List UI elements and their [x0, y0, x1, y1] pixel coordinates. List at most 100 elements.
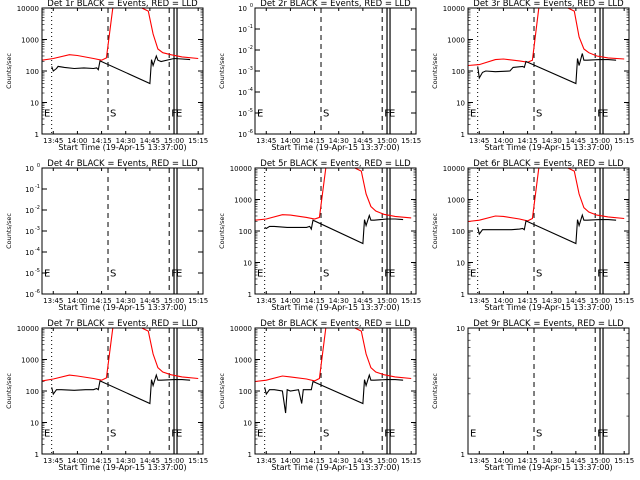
y-tick-exponent: -6	[35, 289, 40, 295]
lld-series-line	[255, 168, 412, 221]
y-axis-label: Counts/sec	[431, 53, 439, 89]
x-tick-label: 14:30	[542, 457, 562, 465]
y-tick-exponent: -3	[248, 66, 253, 72]
y-tick-exponent: -1	[35, 184, 40, 190]
x-tick-label: 15:00	[164, 297, 184, 305]
x-tick-label: 15:00	[377, 457, 397, 465]
y-tick-label: 100	[26, 68, 39, 76]
x-tick-label: 14:00	[67, 137, 87, 145]
x-tick-label: 14:00	[280, 457, 300, 465]
x-tick-label: 14:30	[116, 457, 136, 465]
y-tick-label: 10	[456, 100, 465, 108]
y-tick-label: 10	[238, 68, 247, 76]
x-tick-label: 13:45	[43, 457, 63, 465]
y-axis-label: Counts/sec	[431, 213, 439, 249]
event-marker-label: E	[389, 108, 395, 119]
plot-frame	[254, 327, 417, 455]
x-axis-label: Start Time (19-Apr-15 13:37:00)	[484, 463, 612, 472]
x-tick-label: 13:45	[469, 137, 489, 145]
y-axis-label: Counts/sec	[218, 53, 226, 89]
y-tick-label: 10	[25, 270, 34, 278]
events-series-line	[264, 213, 404, 245]
event-marker-label: S	[536, 428, 542, 439]
x-tick-label: 15:15	[188, 457, 208, 465]
x-tick-label: 14:45	[353, 297, 373, 305]
lld-series-line	[255, 328, 412, 383]
x-tick-label: 14:15	[304, 457, 324, 465]
event-marker-label: S	[323, 108, 329, 119]
event-marker-label: S	[323, 428, 329, 439]
x-tick-label: 14:45	[353, 137, 373, 145]
event-marker-label: E	[470, 108, 476, 119]
x-tick-label: 14:45	[566, 457, 586, 465]
y-tick-exponent: -5	[35, 268, 40, 274]
x-tick-label: 14:30	[329, 137, 349, 145]
x-tick-label: 14:00	[493, 457, 513, 465]
y-tick-exponent: -5	[248, 108, 253, 114]
y-axis-label: Counts/sec	[5, 373, 13, 409]
y-tick-exponent: -4	[35, 247, 40, 253]
x-tick-label: 13:45	[43, 297, 63, 305]
x-tick-label: 15:15	[401, 137, 421, 145]
y-tick-label: 100	[26, 388, 39, 396]
x-tick-label: 14:45	[566, 137, 586, 145]
chart-title: Det 1r BLACK = Events, RED = LLD	[47, 0, 198, 9]
plot-frame	[467, 167, 630, 295]
x-tick-label: 14:15	[517, 137, 537, 145]
x-tick-label: 15:00	[164, 137, 184, 145]
y-tick-exponent: -6	[248, 129, 253, 135]
chart-title: Det 5r BLACK = Events, RED = LLD	[260, 159, 411, 169]
x-tick-label: 14:30	[329, 457, 349, 465]
y-tick-exponent: 0	[250, 3, 253, 9]
lld-series-line	[468, 8, 625, 67]
x-axis-label: Start Time (19-Apr-15 13:37:00)	[271, 463, 399, 472]
y-tick-label: 10000	[17, 325, 39, 333]
x-tick-label: 13:45	[469, 457, 489, 465]
chart-title: Det 3r BLACK = Events, RED = LLD	[473, 0, 624, 9]
y-tick-exponent: -2	[35, 205, 40, 211]
x-tick-label: 15:15	[614, 297, 634, 305]
event-marker-label: S	[110, 108, 116, 119]
y-tick-label: 10	[238, 5, 247, 13]
y-tick-label: 10	[238, 89, 247, 97]
chart-panel: Det 8r BLACK = Events, RED = LLD Counts/s…	[218, 319, 421, 472]
x-tick-label: 13:45	[43, 137, 63, 145]
x-axis-label: Start Time (19-Apr-15 13:37:00)	[58, 303, 186, 312]
y-tick-label: 100	[239, 388, 252, 396]
y-tick-label: 100	[239, 228, 252, 236]
events-series-line	[477, 53, 617, 85]
event-marker-label: E	[470, 428, 476, 439]
x-tick-label: 15:15	[614, 137, 634, 145]
x-tick-label: 14:15	[91, 457, 111, 465]
chart-panel: Det 4r BLACK = Events, RED = LLD Counts/s…	[5, 159, 208, 312]
y-tick-label: 10000	[443, 165, 465, 173]
x-axis-label: Start Time (19-Apr-15 13:37:00)	[484, 303, 612, 312]
x-tick-label: 14:00	[67, 297, 87, 305]
x-tick-label: 15:00	[590, 457, 610, 465]
y-tick-label: 1000	[21, 37, 39, 45]
y-tick-label: 10	[243, 260, 252, 268]
events-series-line	[264, 373, 404, 414]
y-tick-label: 10	[25, 228, 34, 236]
x-tick-label: 14:30	[542, 297, 562, 305]
event-marker-label: E	[44, 428, 50, 439]
x-tick-label: 13:45	[469, 297, 489, 305]
x-tick-label: 15:00	[590, 297, 610, 305]
x-tick-label: 14:00	[67, 457, 87, 465]
x-tick-label: 15:15	[188, 297, 208, 305]
x-tick-label: 14:30	[116, 297, 136, 305]
event-marker-label: E	[44, 108, 50, 119]
x-tick-label: 13:45	[256, 297, 276, 305]
event-marker-label: E	[44, 268, 50, 279]
x-tick-label: 14:45	[140, 137, 160, 145]
plot-frame	[41, 7, 204, 135]
y-axis-label: Counts/sec	[5, 213, 13, 249]
events-series-line	[51, 373, 191, 405]
event-marker-label: E	[602, 428, 608, 439]
event-marker-label: S	[110, 428, 116, 439]
x-tick-label: 15:15	[614, 457, 634, 465]
y-tick-label: 10	[25, 207, 34, 215]
y-axis-label: Counts/sec	[218, 373, 226, 409]
chart-title: Det 4r BLACK = Events, RED = LLD	[47, 159, 198, 169]
